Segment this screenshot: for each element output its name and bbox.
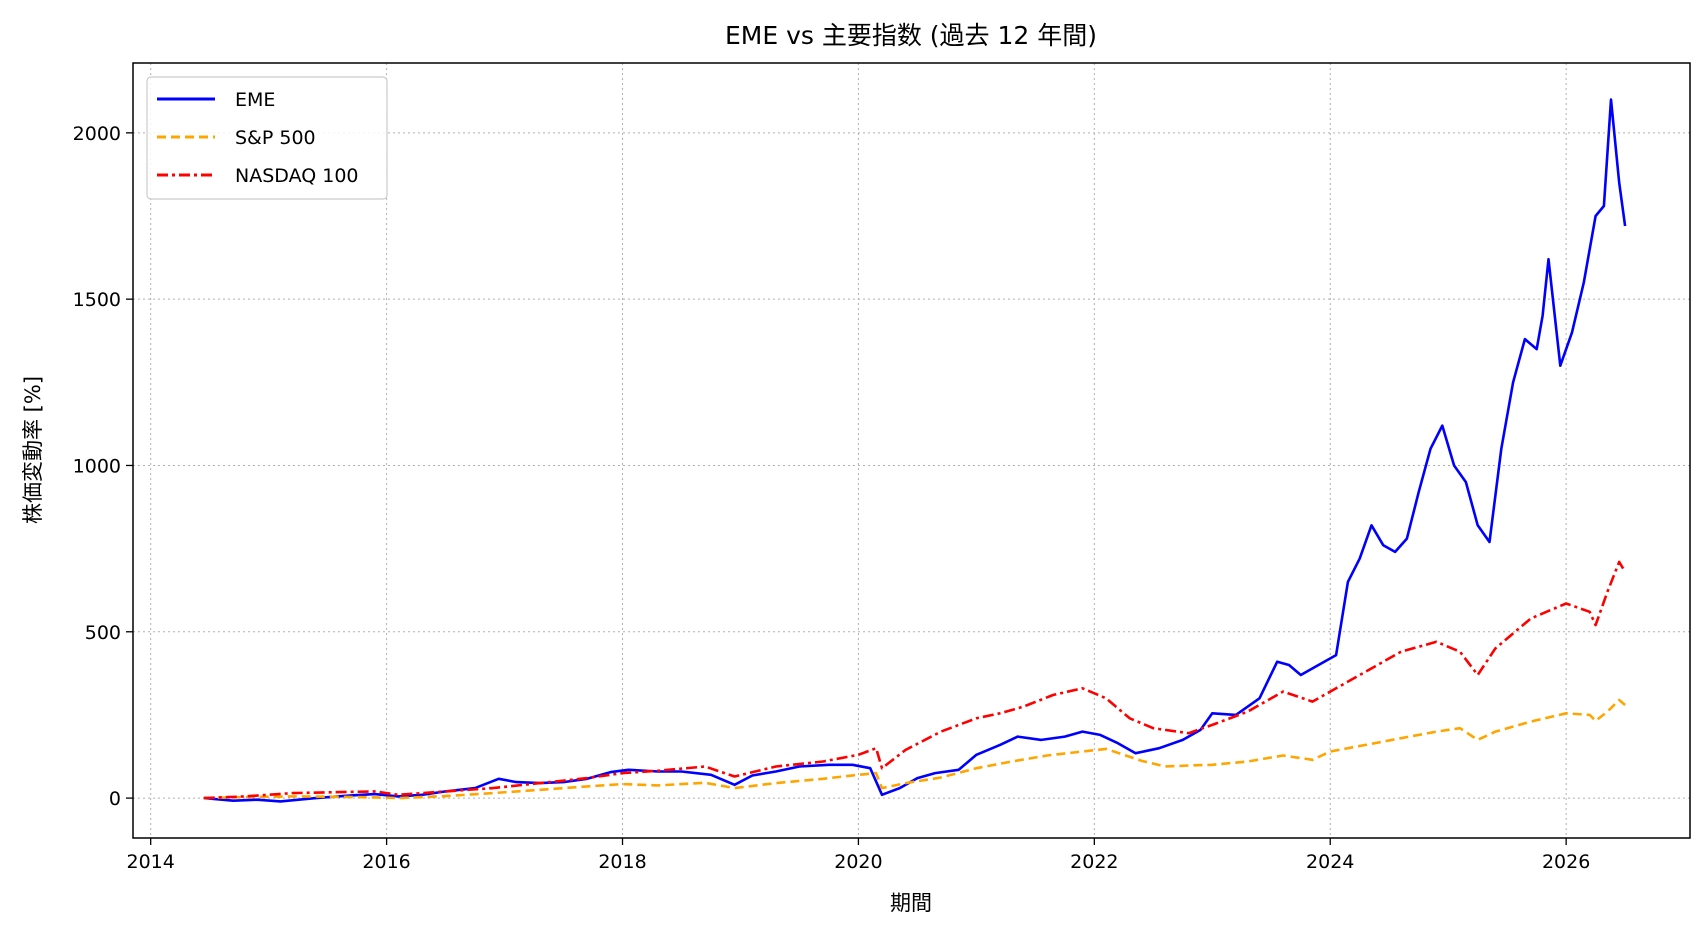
y-tick-label: 1000: [73, 455, 121, 477]
chart-title: EME vs 主要指数 (過去 12 年間): [725, 21, 1097, 50]
series-lines: [203, 98, 1627, 803]
legend-frame: [146, 76, 388, 200]
legend: EME S&P 500 NASDAQ 100: [146, 76, 388, 200]
legend-label-eme: EME: [235, 89, 275, 111]
y-tick-label: 0: [109, 788, 121, 810]
legend-label-nasdaq100: NASDAQ 100: [235, 165, 359, 187]
y-axis-title: 株価変動率 [%]: [21, 376, 45, 524]
x-tick-label: 2026: [1542, 851, 1590, 873]
y-tick-label: 1500: [73, 289, 121, 311]
x-axis-title: 期間: [890, 891, 932, 915]
x-tick-label: 2020: [834, 851, 882, 873]
series-line-s-p-500: [203, 698, 1626, 800]
grid-lines: [133, 63, 1690, 838]
x-axis-ticks: 2014 2016 2018 2020 2022 2024 2026: [127, 838, 1590, 873]
y-tick-label: 2000: [73, 123, 121, 145]
y-axis-ticks: 0 500 1000 1500 2000: [73, 123, 133, 810]
x-tick-label: 2022: [1070, 851, 1118, 873]
series-line-eme: [203, 98, 1627, 803]
y-tick-label: 500: [85, 622, 121, 644]
plot-frame: [132, 62, 1691, 839]
x-tick-label: 2024: [1306, 851, 1354, 873]
series-line-nasdaq-100: [203, 560, 1627, 800]
x-tick-label: 2016: [362, 851, 410, 873]
legend-label-sp500: S&P 500: [235, 127, 316, 149]
x-tick-label: 2014: [127, 851, 175, 873]
x-tick-label: 2018: [598, 851, 646, 873]
